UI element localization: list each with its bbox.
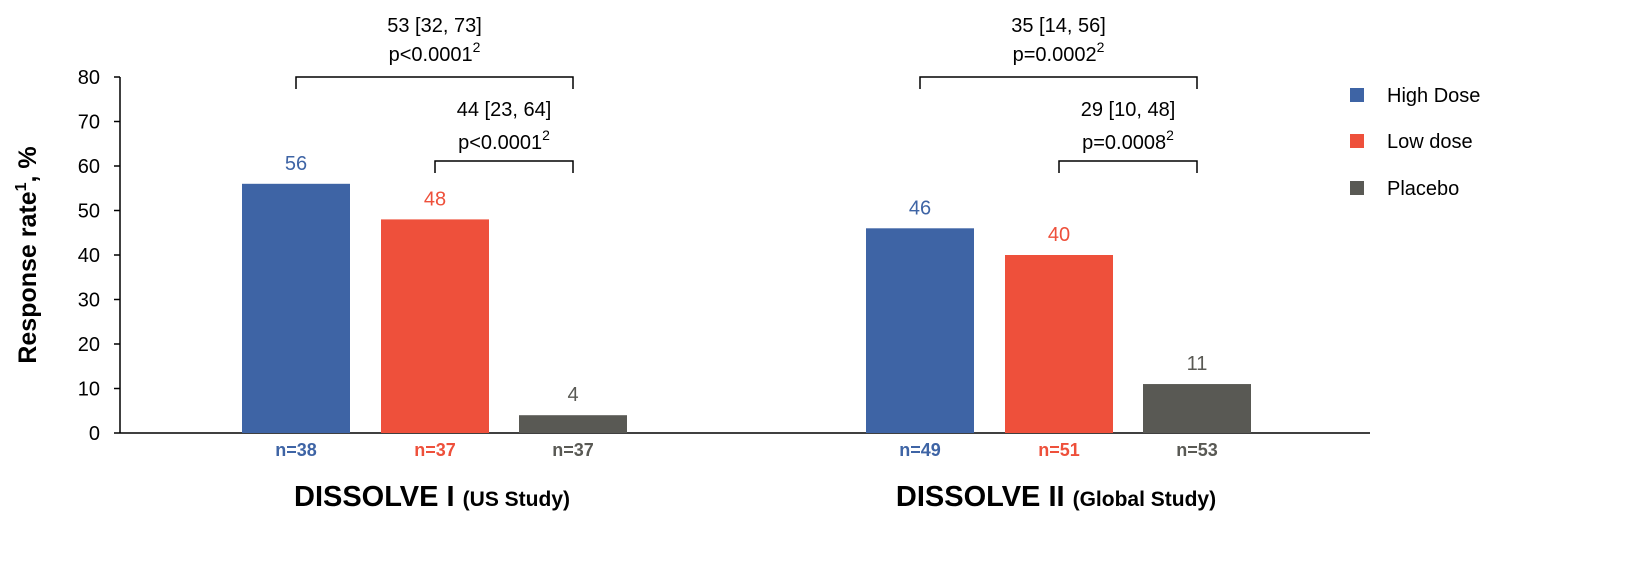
sample-size-label: n=51	[1038, 440, 1080, 460]
bar-value-label: 40	[1048, 224, 1070, 246]
difference-ci-label: 53 [32, 73]	[387, 15, 482, 37]
y-tick-label: 50	[78, 201, 100, 223]
y-tick-label: 10	[78, 379, 100, 401]
legend-swatch	[1350, 88, 1364, 102]
bar-placebo	[519, 415, 627, 433]
legend-label: Low dose	[1387, 131, 1473, 153]
sample-size-label: n=53	[1176, 440, 1218, 460]
y-tick-label: 20	[78, 334, 100, 356]
legend-item: High Dose	[1350, 85, 1480, 107]
comparison-bracket	[1058, 160, 1198, 173]
difference-ci-label: 44 [23, 64]	[457, 99, 552, 121]
p-value-label: p<0.00012	[458, 127, 550, 154]
comparison-bracket	[295, 76, 574, 89]
difference-ci-label: 29 [10, 48]	[1081, 99, 1176, 121]
legend-label: High Dose	[1387, 85, 1480, 107]
p-value-label: p=0.00022	[1013, 39, 1105, 66]
y-tick-label: 0	[89, 423, 100, 445]
bar-value-label: 4	[567, 384, 578, 406]
sample-size-label: n=37	[552, 440, 594, 460]
bar-high-dose	[866, 228, 974, 433]
p-value-label: p=0.00082	[1082, 127, 1174, 154]
bar-value-label: 11	[1187, 353, 1208, 375]
bar-high-dose	[242, 183, 350, 433]
y-tick-label: 40	[78, 245, 100, 267]
p-value-label: p<0.00012	[389, 39, 481, 66]
legend-item: Low dose	[1350, 131, 1473, 153]
sample-size-label: n=49	[899, 440, 941, 460]
bar-placebo	[1143, 384, 1251, 433]
y-axis-label: Response rate1, %	[13, 146, 42, 363]
group-title: DISSOLVE I (US Study)	[294, 481, 570, 513]
bar-value-label: 46	[909, 197, 931, 219]
comparison-bracket	[919, 76, 1198, 89]
legend-item: Placebo	[1350, 178, 1459, 200]
legend-swatch	[1350, 181, 1364, 195]
bar-value-label: 56	[285, 153, 307, 175]
legend-swatch	[1350, 134, 1364, 148]
sample-size-label: n=38	[275, 440, 317, 460]
group-title: DISSOLVE II (Global Study)	[896, 481, 1216, 513]
bar-low-dose	[381, 219, 489, 433]
sample-size-label: n=37	[414, 440, 456, 460]
legend-label: Placebo	[1387, 178, 1459, 200]
bar-value-label: 48	[424, 188, 446, 210]
y-tick-label: 70	[78, 112, 100, 134]
difference-ci-label: 35 [14, 56]	[1011, 15, 1106, 37]
y-tick-label: 60	[78, 156, 100, 178]
bar-low-dose	[1005, 255, 1113, 433]
y-tick-label: 30	[78, 290, 100, 312]
y-tick-label: 80	[78, 67, 100, 89]
comparison-bracket	[434, 160, 574, 173]
